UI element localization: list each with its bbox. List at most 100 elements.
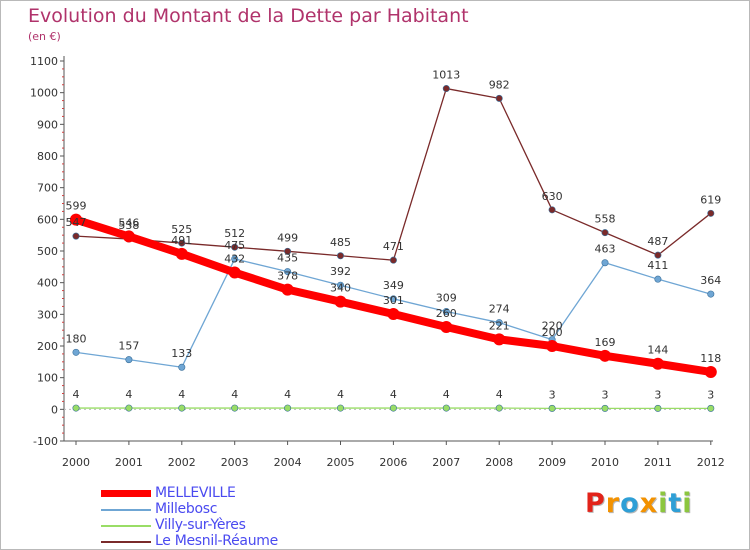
data-label: 3 [549,388,556,401]
data-point [72,348,80,356]
data-point [654,404,662,412]
legend-item: MELLEVILLE [101,485,341,502]
data-label: 599 [66,200,87,213]
x-tick-label: 2004 [274,456,302,469]
x-tick-label: 2008 [485,456,513,469]
data-point [707,404,715,412]
data-point [231,255,239,263]
data-label: 487 [647,235,668,248]
legend-swatch [101,509,151,511]
data-point [70,213,82,226]
data-label: 1013 [432,69,460,82]
x-tick-label: 2003 [221,456,249,469]
data-label: 4 [496,388,503,401]
data-label: 547 [66,216,87,229]
data-label: 491 [171,234,192,247]
data-label: 221 [489,319,510,332]
data-point [122,230,135,243]
data-point [654,251,662,259]
data-point [125,356,133,364]
data-label: 630 [542,190,563,203]
data-point [495,319,503,327]
data-label: 4 [231,388,238,401]
data-point [178,404,186,412]
data-point [442,307,450,315]
data-label: 364 [700,274,721,287]
data-point [72,232,80,240]
data-point [72,404,80,412]
legend: MELLEVILLE Millebosc Villy-sur-Yères Le Mes… [101,485,341,550]
data-label: 349 [383,279,404,292]
logo-letter: x [639,488,659,519]
data-labels: 547 538 525 512 499 485 471 1013 982 630 558 487 619… [66,69,722,402]
data-point [707,290,715,298]
legend-label: Millebosc [155,501,218,517]
data-label: 471 [383,240,404,253]
data-label: 157 [118,340,139,353]
series-lines [70,85,717,412]
data-label: 499 [277,231,298,244]
data-point [389,404,397,412]
y-tick-label: 0 [51,403,58,416]
data-label: 180 [66,332,87,345]
data-point [440,321,453,333]
data-label: 260 [436,307,457,320]
data-point [704,365,717,378]
data-label: 432 [224,253,245,266]
logo-letter: i [682,488,693,519]
logo-letter: t [668,488,683,519]
data-label: 525 [171,223,192,236]
data-label: 169 [595,336,616,349]
data-label: 512 [224,227,245,240]
data-point [707,209,715,217]
data-point [228,266,241,279]
y-tick-label: 900 [37,118,58,131]
data-label: 4 [337,388,344,401]
data-point [599,349,611,362]
data-label: 4 [178,388,185,401]
x-tick-label: 2001 [115,456,143,469]
proxiti-logo: Proxiti [585,488,693,519]
data-point [125,404,133,412]
y-tick-label: 100 [37,372,58,385]
data-point [601,259,609,267]
y-tick-label: 700 [37,182,58,195]
data-point [336,252,344,260]
legend-swatch [101,490,151,497]
data-label: 144 [647,344,668,357]
data-point [442,404,450,412]
data-point [284,404,292,412]
chart-unit: (en €) [28,30,61,43]
data-point [231,404,239,412]
data-label: 463 [595,243,616,256]
data-label: 301 [383,294,404,307]
data-label: 392 [330,265,351,278]
y-tick-label: 300 [37,308,58,321]
data-label: 133 [171,347,192,360]
x-tick-label: 2011 [644,456,672,469]
data-label: 3 [654,388,661,401]
x-tick-label: 2002 [168,456,196,469]
y-tick-label: 400 [37,277,58,290]
logo-letter: P [585,488,606,519]
data-point [387,308,400,321]
data-point [548,206,556,214]
data-label: 220 [542,320,563,333]
data-label: 411 [647,259,668,272]
x-tick-label: 2009 [538,456,566,469]
data-label: 3 [602,388,609,401]
data-point [651,357,664,370]
y-tick-label: 1100 [30,55,58,68]
data-point [654,275,662,283]
data-label: 200 [542,326,563,339]
data-point [495,94,503,102]
logo-letter: i [658,488,669,519]
data-label: 435 [277,252,298,265]
data-point [175,247,188,260]
data-label: 4 [125,388,132,401]
x-tick-label: 2007 [432,456,460,469]
data-label: 4 [443,388,450,401]
y-tick-label: 200 [37,340,58,353]
data-point [336,404,344,412]
